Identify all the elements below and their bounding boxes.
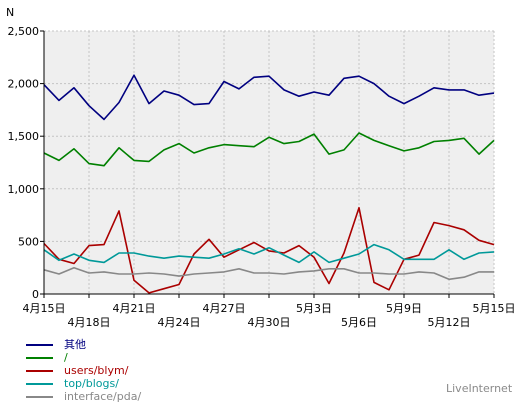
series-lines: [43, 74, 495, 294]
y-tick-label: 1,500: [8, 130, 40, 143]
series-line: [43, 206, 495, 294]
y-tick-label: 1,000: [8, 183, 40, 196]
legend-label: /: [64, 351, 68, 364]
y-tick-label: 2,000: [8, 78, 40, 91]
series-line: [43, 74, 495, 121]
y-axis-label: N: [6, 6, 14, 19]
legend-label: 其他: [64, 338, 86, 351]
y-tick-label: 2,500: [8, 25, 40, 38]
legend-label: top/blogs/: [64, 377, 119, 390]
legend-swatch: [26, 396, 53, 398]
x-tick-label: 5月12日: [428, 316, 471, 329]
x-tick-label: 4月27日: [203, 302, 246, 315]
x-tick-label: 5月9日: [386, 302, 422, 315]
x-tick-label: 4月30日: [248, 316, 291, 329]
x-tick-label: 4月15日: [23, 302, 66, 315]
x-tick-label: 5月3日: [296, 302, 332, 315]
legend-label: users/blym/: [64, 364, 129, 377]
x-tick-label: 4月21日: [113, 302, 156, 315]
x-tick-label: 5月15日: [473, 302, 516, 315]
legend-swatch: [26, 383, 53, 385]
plot-background: [44, 31, 494, 294]
legend-swatch: [26, 370, 53, 372]
series-line: [43, 132, 495, 167]
series-line: [43, 266, 494, 281]
x-tick-label: 5月6日: [341, 316, 377, 329]
series-line: [43, 243, 495, 264]
x-tick-label: 4月18日: [68, 316, 111, 329]
watermark: LiveInternet: [446, 382, 513, 395]
y-tick-label: 500: [18, 235, 39, 248]
legend-swatch: [26, 357, 53, 359]
y-axis-ticks: 0 500 1,000 1,500 2,000 2,500: [8, 25, 44, 301]
legend-swatch: [26, 344, 53, 346]
y-tick-label: 0: [32, 288, 39, 301]
legend-label: interface/pda/: [64, 390, 142, 403]
x-tick-label: 4月24日: [158, 316, 201, 329]
grid-lines: [44, 30, 495, 294]
